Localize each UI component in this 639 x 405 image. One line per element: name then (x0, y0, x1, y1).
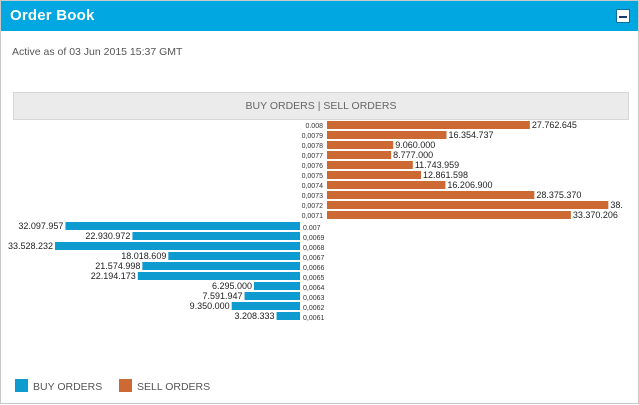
sell-order-bar (327, 161, 413, 169)
sell-order-price-label: 0,0073 (302, 193, 324, 200)
panel-title: Order Book (10, 7, 95, 24)
buy-order-volume-label: 9.350.000 (190, 301, 230, 311)
sell-order-bar (327, 171, 421, 179)
legend-buy: BUY ORDERS (15, 379, 102, 395)
legend-sell: SELL ORDERS (119, 379, 210, 395)
buy-order-volume-label: 21.574.998 (95, 261, 140, 271)
sell-order-volume-label: 16.354.737 (449, 130, 494, 140)
buy-order-price-label: 0,0062 (303, 305, 325, 312)
sell-order-volume-label: 12.861.598 (423, 170, 468, 180)
buy-order-volume-label: 7.591.947 (202, 291, 242, 301)
buy-order-bar (55, 242, 300, 250)
buy-order-bar (244, 292, 300, 300)
buy-order-price-label: 0,0066 (303, 265, 325, 272)
buy-order-volume-label: 32.097.957 (18, 221, 63, 231)
sell-order-price-label: 0,0076 (302, 163, 324, 170)
sell-order-volume-label: 38. (610, 200, 623, 210)
sell-order-bar (327, 121, 530, 129)
legend-buy-label: BUY ORDERS (33, 381, 103, 393)
sell-order-bar (327, 201, 609, 209)
sell-order-bar (327, 151, 392, 159)
buy-order-price-label: 0,0069 (303, 235, 325, 242)
legend-sell-label: SELL ORDERS (137, 381, 211, 393)
sell-order-bar (327, 141, 394, 149)
active-as-of-text: Active as of 03 Jun 2015 15:37 GMT (12, 46, 183, 58)
sell-order-price-label: 0,0074 (302, 183, 324, 190)
buy-order-volume-label: 3.208.333 (235, 311, 275, 321)
sell-order-volume-label: 27.762.645 (532, 120, 577, 130)
legend-buy-swatch (15, 379, 28, 392)
buy-order-price-label: 0,0061 (303, 315, 325, 322)
minimize-icon[interactable] (616, 9, 630, 23)
panel-header: Order Book (1, 1, 638, 31)
buy-order-price-label: 0,0063 (303, 295, 325, 302)
buy-order-bar (254, 282, 300, 290)
sell-order-price-label: 0,0071 (302, 213, 324, 220)
buy-order-volume-label: 33.528.232 (8, 241, 53, 251)
sell-order-volume-label: 28.375.370 (536, 190, 581, 200)
buy-order-bar (132, 232, 300, 240)
buy-order-price-label: 0,0067 (303, 255, 325, 262)
buy-order-price-label: 0.007 (303, 225, 321, 232)
buy-order-volume-label: 22.930.972 (85, 231, 130, 241)
buy-order-bar (168, 252, 300, 260)
sell-order-price-label: 0,0079 (302, 133, 324, 140)
buy-order-volume-label: 6.295.000 (212, 281, 252, 291)
chart-header: BUY ORDERS | SELL ORDERS (13, 92, 629, 120)
sell-order-price-label: 0,0075 (302, 173, 324, 180)
buy-order-price-label: 0,0064 (303, 285, 325, 292)
sell-order-volume-label: 33.370.206 (573, 210, 618, 220)
buy-order-bar (65, 222, 300, 230)
sell-order-bar (327, 131, 447, 139)
buy-order-price-label: 0,0065 (303, 275, 325, 282)
buy-order-bar (231, 302, 300, 310)
sell-order-bar (327, 191, 535, 199)
buy-order-price-label: 0,0068 (303, 245, 325, 252)
buy-order-bar (137, 272, 300, 280)
buy-order-bar (276, 312, 300, 320)
buy-order-volume-label: 22.194.173 (91, 271, 136, 281)
sell-order-volume-label: 16.206.900 (447, 180, 492, 190)
buy-order-volume-label: 18.018.609 (121, 251, 166, 261)
sell-order-price-label: 0.008 (305, 123, 323, 130)
sell-order-price-label: 0,0077 (302, 153, 324, 160)
sell-order-volume-label: 8.777.000 (393, 150, 433, 160)
sell-order-bar (327, 181, 446, 189)
sell-order-volume-label: 11.743.959 (415, 160, 459, 170)
sell-order-bar (327, 211, 571, 219)
sell-order-price-label: 0,0072 (302, 203, 324, 210)
buy-order-bar (142, 262, 300, 270)
legend-sell-swatch (119, 379, 132, 392)
sell-order-price-label: 0,0078 (302, 143, 324, 150)
sell-order-volume-label: 9.060.000 (395, 140, 435, 150)
